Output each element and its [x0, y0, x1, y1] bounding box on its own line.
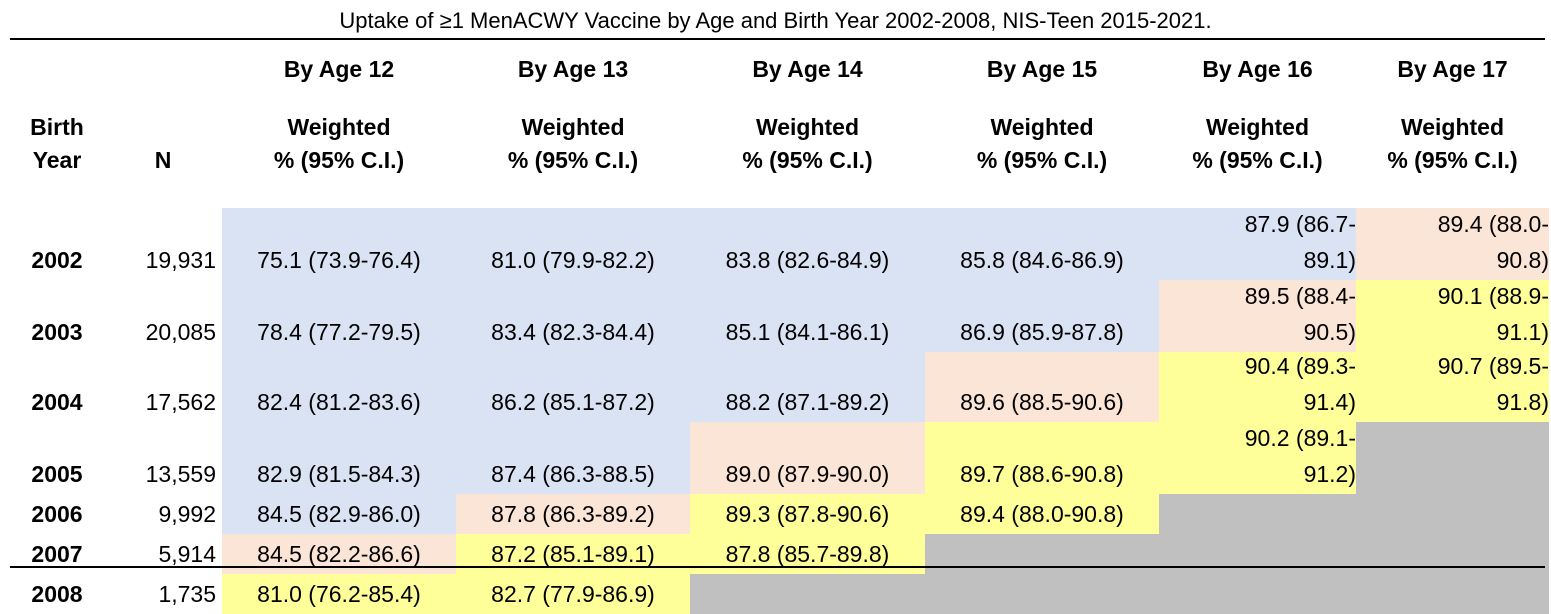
uptake-cell-line: 89.1)	[1303, 247, 1356, 273]
uptake-cell-line: 91.2)	[1303, 461, 1356, 487]
header-spacer	[104, 85, 222, 145]
weighted-header: Weighted	[521, 114, 625, 140]
uptake-cell-line: 89.4 (88.0-	[1437, 211, 1549, 237]
weighted-header: Weighted	[990, 114, 1094, 140]
age-header: By Age 17	[1397, 56, 1508, 82]
table-title: Uptake of ≥1 MenACWY Vaccine by Age and …	[339, 8, 1212, 33]
empty-cell	[925, 534, 1159, 574]
weighted-header: Weighted	[287, 114, 391, 140]
uptake-cell: 90.2 (89.1- 91.2)	[1159, 422, 1356, 494]
uptake-cell: 82.9 (81.5-84.3)	[222, 422, 456, 494]
uptake-cell: 89.6 (88.5-90.6)	[925, 352, 1159, 422]
age-header: By Age 13	[517, 56, 629, 82]
uptake-cell: 83.4 (82.3-84.4)	[456, 280, 690, 352]
uptake-cell: 84.5 (82.9-86.0)	[222, 494, 456, 534]
birth-year-cell: 2006	[31, 500, 83, 527]
uptake-cell: 86.2 (85.1-87.2)	[456, 352, 690, 422]
age-header: By Age 14	[752, 56, 863, 82]
birth-year-cell: 2008	[31, 580, 83, 607]
uptake-cell: 82.7 (77.9-86.9)	[456, 574, 690, 614]
uptake-cell: 84.5 (82.2-86.6)	[222, 534, 456, 574]
uptake-cell: 87.8 (86.3-89.2)	[456, 494, 690, 534]
uptake-cell: 89.3 (87.8-90.6)	[690, 494, 925, 534]
n-cell: 9,992	[158, 500, 216, 527]
n-cell: 13,559	[145, 461, 216, 487]
ci-header: % (95% C.I.)	[1192, 147, 1323, 173]
uptake-cell: 87.8 (85.7-89.8)	[690, 534, 925, 574]
uptake-cell: 89.5 (88.4- 90.5)	[1159, 280, 1356, 352]
age-header: By Age 16	[1202, 56, 1313, 82]
n-cell: 17,562	[145, 389, 216, 415]
ci-header: % (95% C.I.)	[507, 147, 639, 173]
uptake-cell: 90.7 (89.5- 91.8)	[1356, 352, 1549, 422]
birth-year-cell: 2002	[31, 247, 83, 273]
uptake-cell: 89.0 (87.9-90.0)	[690, 422, 925, 494]
weighted-header: Weighted	[755, 114, 860, 140]
n-cell: 5,914	[158, 540, 216, 567]
empty-cell	[1159, 574, 1356, 614]
header-spacer	[10, 40, 104, 85]
uptake-cell: 87.2 (85.1-89.1)	[456, 534, 690, 574]
ci-header: % (95% C.I.)	[976, 147, 1108, 173]
uptake-cell: 85.8 (84.6-86.9)	[925, 208, 1159, 280]
age-header: By Age 15	[986, 56, 1098, 82]
uptake-cell: 78.4 (77.2-79.5)	[222, 280, 456, 352]
uptake-cell: 75.1 (73.9-76.4)	[222, 208, 456, 280]
top-rule	[10, 38, 1545, 40]
uptake-cell-line: 90.4 (89.3-	[1244, 353, 1356, 379]
uptake-cell-line: 91.8)	[1496, 389, 1549, 415]
uptake-cell-line: 90.8)	[1496, 247, 1549, 273]
uptake-cell: 87.9 (86.7- 89.1)	[1159, 208, 1356, 280]
n-header: N	[154, 147, 172, 173]
uptake-table: By Age 12 By Age 13 By Age 14 By Age 15 …	[10, 40, 1549, 614]
uptake-cell-line: 90.2 (89.1-	[1244, 425, 1356, 451]
empty-cell	[1356, 574, 1549, 614]
bottom-rule	[10, 566, 1545, 568]
uptake-cell: 89.4 (88.0-90.8)	[925, 494, 1159, 534]
ci-header: % (95% C.I.)	[1387, 147, 1518, 173]
uptake-cell: 88.2 (87.1-89.2)	[690, 352, 925, 422]
birth-year-cell: 2005	[31, 461, 83, 487]
birth-year-header: Birth	[30, 114, 84, 140]
uptake-cell: 81.0 (79.9-82.2)	[456, 208, 690, 280]
uptake-cell-line: 90.7 (89.5-	[1437, 353, 1549, 379]
uptake-cell: 87.4 (86.3-88.5)	[456, 422, 690, 494]
birth-year-cell: 2007	[31, 540, 83, 567]
empty-cell	[1356, 422, 1549, 494]
header-spacer	[104, 40, 222, 85]
birth-year-cell: 2004	[31, 389, 83, 415]
n-cell: 1,735	[158, 580, 216, 607]
uptake-cell: 86.9 (85.9-87.8)	[925, 280, 1159, 352]
age-header: By Age 12	[283, 56, 395, 82]
uptake-cell: 82.4 (81.2-83.6)	[222, 352, 456, 422]
weighted-header: Weighted	[1205, 114, 1310, 140]
ci-header: % (95% C.I.)	[273, 147, 405, 173]
birth-year-cell: 2003	[31, 319, 83, 345]
uptake-cell-line: 89.5 (88.4-	[1244, 283, 1356, 309]
empty-cell	[690, 574, 925, 614]
uptake-cell-line: 90.5)	[1303, 319, 1356, 345]
empty-cell	[1159, 534, 1356, 574]
weighted-header: Weighted	[1400, 114, 1505, 140]
uptake-cell-line: 87.9 (86.7-	[1244, 211, 1356, 237]
birth-year-header: Year	[32, 147, 82, 173]
uptake-cell: 90.1 (88.9- 91.1)	[1356, 280, 1549, 352]
ci-header: % (95% C.I.)	[742, 147, 873, 173]
n-cell: 20,085	[145, 319, 216, 345]
empty-cell	[1356, 534, 1549, 574]
uptake-cell: 89.4 (88.0- 90.8)	[1356, 208, 1549, 280]
uptake-cell: 81.0 (76.2-85.4)	[222, 574, 456, 614]
empty-cell	[925, 574, 1159, 614]
uptake-cell: 90.4 (89.3- 91.4)	[1159, 352, 1356, 422]
uptake-cell-line: 91.4)	[1303, 389, 1356, 415]
uptake-cell: 83.8 (82.6-84.9)	[690, 208, 925, 280]
uptake-cell-line: 90.1 (88.9-	[1437, 283, 1549, 309]
empty-cell	[1159, 494, 1356, 534]
uptake-cell: 89.7 (88.6-90.8)	[925, 422, 1159, 494]
uptake-cell-line: 91.1)	[1496, 319, 1549, 345]
uptake-cell: 85.1 (84.1-86.1)	[690, 280, 925, 352]
empty-cell	[1356, 494, 1549, 534]
n-cell: 19,931	[145, 247, 216, 273]
